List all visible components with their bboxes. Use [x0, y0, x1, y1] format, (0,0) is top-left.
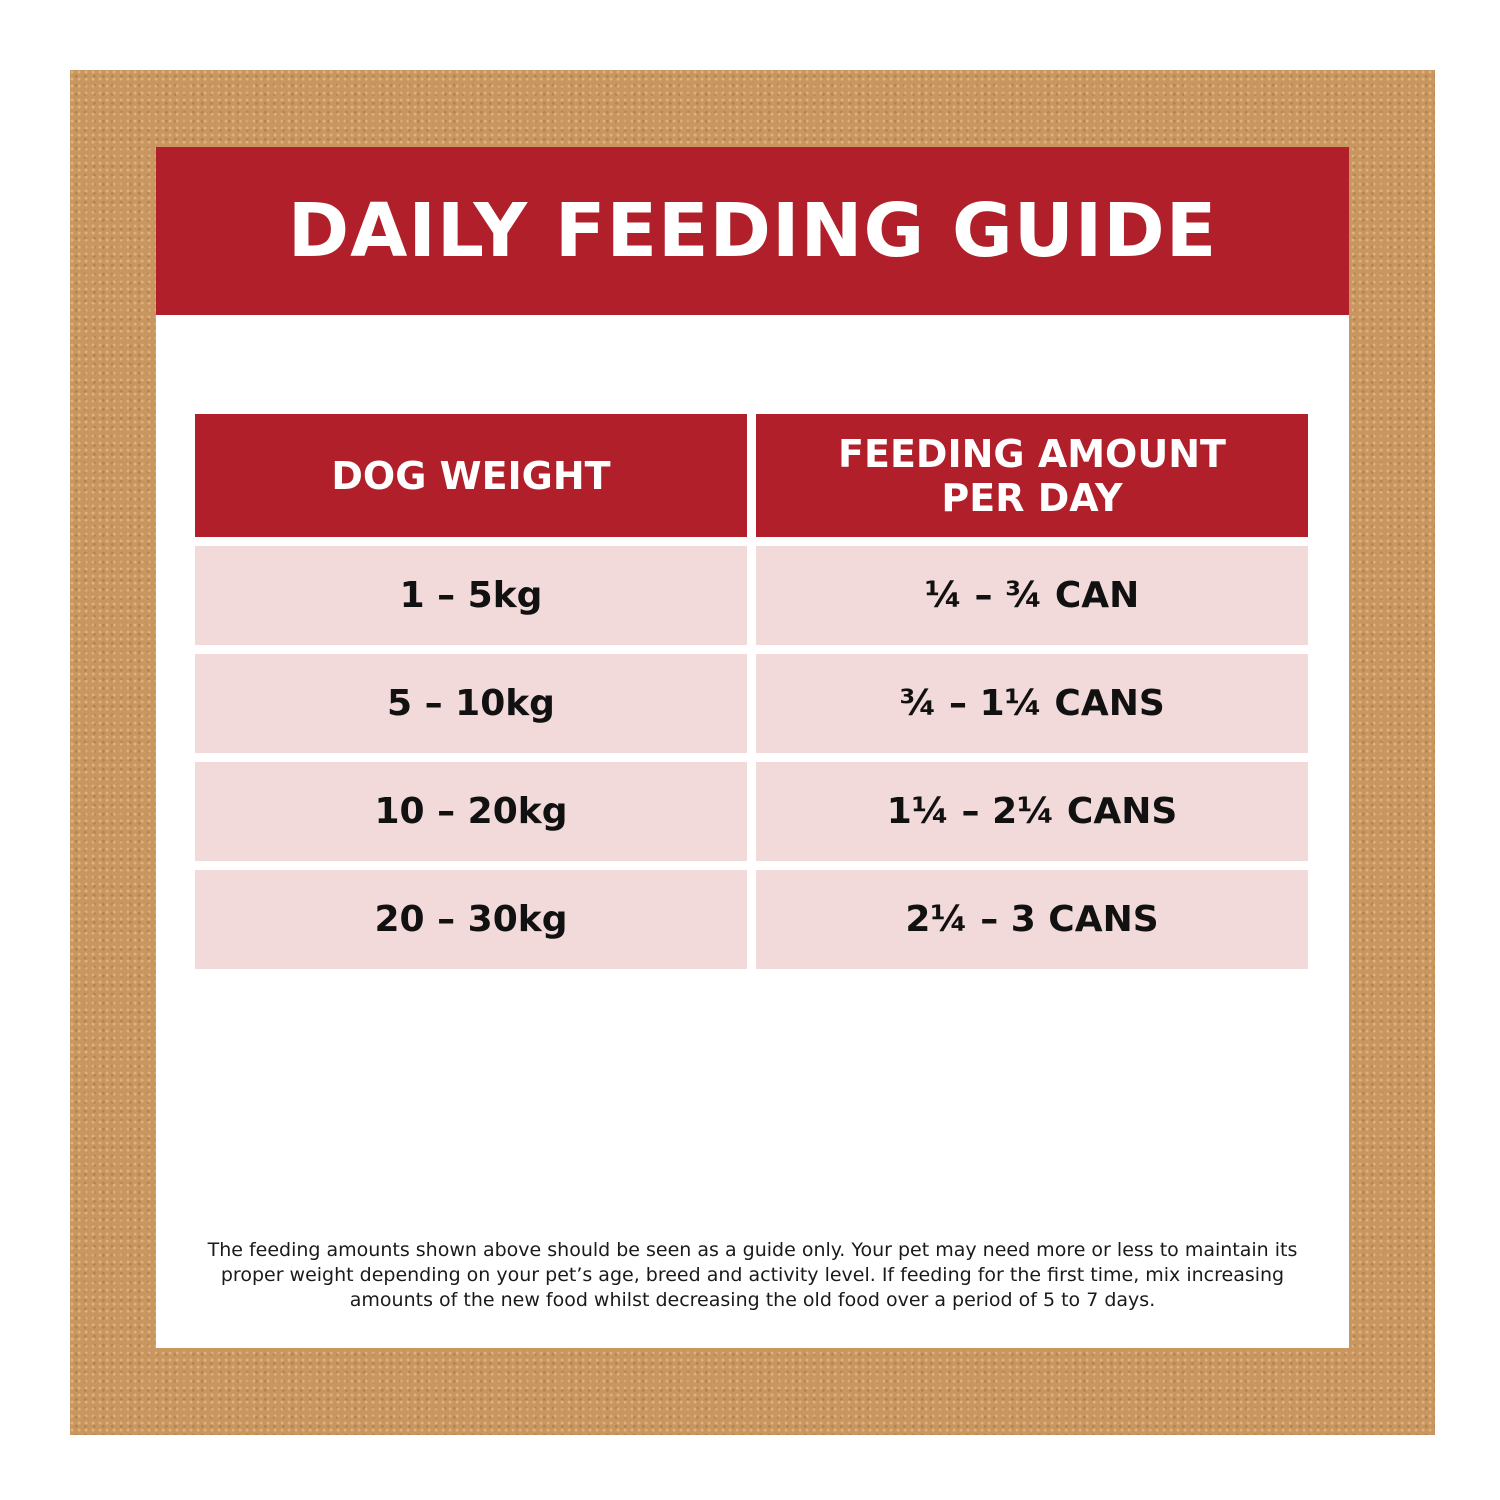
weight-cell: 5 – 10kg — [195, 654, 747, 753]
amount-cell: ¼ – ¾ CAN — [756, 546, 1308, 645]
weight-cell: 1 – 5kg — [195, 546, 747, 645]
weight-cell: 10 – 20kg — [195, 762, 747, 861]
table-row: 1 – 5kg ¼ – ¾ CAN — [195, 546, 1308, 645]
title-banner: DAILY FEEDING GUIDE — [156, 147, 1349, 315]
feeding-table: DOG WEIGHT FEEDING AMOUNT PER DAY 1 – 5k… — [195, 414, 1308, 978]
amount-cell: 1¼ – 2¼ CANS — [756, 762, 1308, 861]
table-row: 20 – 30kg 2¼ – 3 CANS — [195, 870, 1308, 969]
table-row: 5 – 10kg ¾ – 1¼ CANS — [195, 654, 1308, 753]
weight-cell: 20 – 30kg — [195, 870, 747, 969]
table-header-row: DOG WEIGHT FEEDING AMOUNT PER DAY — [195, 414, 1308, 537]
table-row: 10 – 20kg 1¼ – 2¼ CANS — [195, 762, 1308, 861]
amount-cell: 2¼ – 3 CANS — [756, 870, 1308, 969]
page-title: DAILY FEEDING GUIDE — [287, 188, 1218, 274]
footnote-text: The feeding amounts shown above should b… — [207, 1239, 1298, 1311]
header-feeding-amount-line2: PER DAY — [941, 475, 1123, 520]
header-dog-weight: DOG WEIGHT — [195, 414, 747, 537]
header-feeding-amount: FEEDING AMOUNT PER DAY — [756, 414, 1308, 537]
feeding-guide-card: DAILY FEEDING GUIDE DOG WEIGHT FEEDING A… — [156, 147, 1349, 1348]
amount-cell: ¾ – 1¼ CANS — [756, 654, 1308, 753]
header-feeding-amount-line1: FEEDING AMOUNT — [838, 431, 1226, 476]
